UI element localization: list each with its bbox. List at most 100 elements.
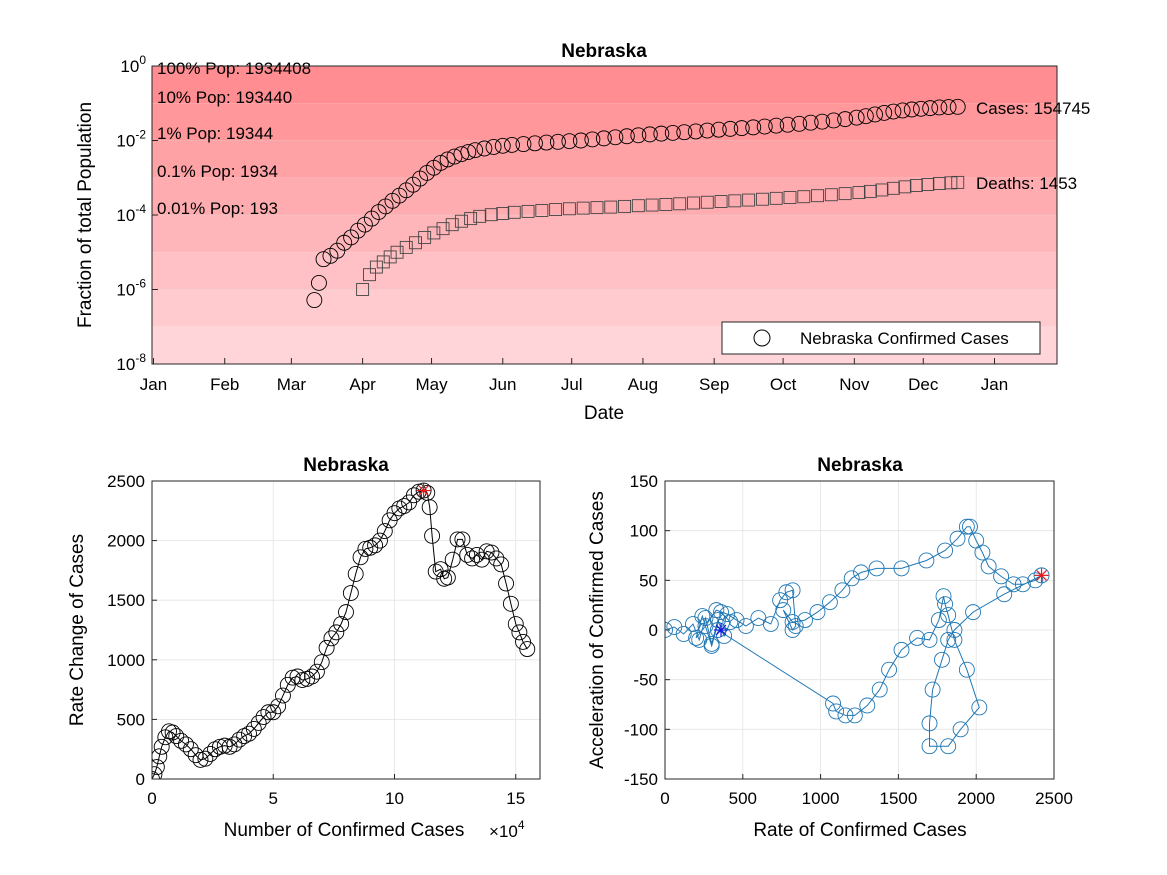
data-point — [342, 585, 359, 601]
latest-point-star — [416, 483, 431, 498]
data-point — [410, 483, 427, 500]
data-point — [918, 552, 935, 569]
data-point — [241, 725, 257, 742]
deaths-point — [427, 226, 441, 240]
cases-point — [756, 118, 773, 135]
data-point — [323, 630, 340, 647]
legend-marker — [753, 329, 771, 347]
top-xtick-label: May — [415, 375, 448, 394]
ytick-label: 500 — [117, 710, 145, 729]
deaths-point — [562, 202, 576, 216]
cases-point — [653, 125, 670, 142]
data-point — [971, 699, 988, 716]
data-point — [153, 738, 170, 755]
xtick-label: 2000 — [957, 789, 995, 808]
cases-point — [825, 112, 842, 129]
data-point — [270, 698, 287, 715]
data-point — [357, 540, 374, 557]
deaths-point — [590, 201, 604, 215]
data-point — [787, 618, 804, 634]
population-band-labels: 100% Pop: 1934408 10% Pop: 193440 1% Pop… — [157, 59, 311, 218]
data-point — [164, 724, 181, 741]
data-point — [347, 566, 364, 582]
cases-point — [894, 102, 911, 119]
data-point — [675, 626, 692, 642]
deaths-point — [645, 198, 659, 212]
data-point — [797, 612, 813, 629]
data-point — [333, 616, 350, 632]
deaths-point — [886, 181, 900, 195]
cases-point — [595, 130, 612, 147]
deaths-point — [714, 195, 728, 208]
data-point — [825, 695, 841, 712]
cases-point — [515, 136, 532, 153]
cases-point — [630, 127, 647, 144]
data-point — [881, 661, 898, 678]
deaths-point — [673, 197, 687, 211]
cases-point — [791, 115, 808, 132]
data-point — [372, 532, 388, 549]
bl-ticks: 0 5 10 15 0 500 1000 1500 2000 2500 — [107, 472, 525, 808]
data-point — [935, 588, 952, 605]
br-xlabel: Rate of Confirmed Cases — [753, 820, 966, 841]
deaths-point — [852, 186, 866, 200]
xtick-label: 15 — [506, 789, 525, 808]
xtick-label: 500 — [729, 789, 757, 808]
cases-point — [949, 98, 966, 115]
data-point — [338, 604, 354, 621]
data-point — [454, 531, 471, 548]
data-point — [728, 612, 745, 629]
data-point — [415, 482, 432, 499]
deaths-point — [909, 179, 923, 192]
deaths-point — [631, 199, 645, 213]
ytick-label: -150 — [624, 770, 658, 789]
data-point — [367, 537, 384, 554]
ytick-label: 0 — [136, 770, 145, 789]
cases-point — [494, 137, 511, 154]
data-point — [893, 641, 910, 658]
data-point — [502, 595, 519, 612]
data-point — [837, 707, 854, 724]
br-axes-box — [664, 480, 1055, 780]
pop-label-10: 10% Pop: 193440 — [157, 88, 292, 107]
cases-point — [710, 121, 727, 138]
data-point — [192, 751, 209, 768]
deaths-point — [376, 255, 390, 269]
data-point — [958, 518, 975, 535]
deaths-point — [618, 199, 632, 213]
deaths-point — [464, 212, 478, 226]
data-point — [974, 544, 991, 561]
xtick-label: 0 — [147, 789, 156, 808]
data-point — [493, 556, 510, 573]
data-point — [937, 596, 954, 613]
data-point — [216, 737, 233, 754]
top-ytick-label: 10-6 — [116, 277, 146, 300]
deaths-point — [700, 195, 714, 209]
data-point — [871, 681, 888, 698]
deaths-point — [576, 201, 590, 215]
data-point — [449, 531, 466, 548]
data-point — [313, 654, 330, 671]
top-xtick-label: Jun — [489, 375, 516, 394]
ytick-label: 2000 — [107, 532, 145, 551]
data-point — [946, 631, 963, 648]
data-point — [893, 560, 910, 577]
data-point — [930, 612, 947, 629]
population-band — [152, 140, 1057, 178]
data-point — [821, 594, 838, 611]
deaths-point — [944, 176, 958, 190]
data-point — [289, 668, 306, 685]
data-point — [934, 651, 950, 668]
deaths-point — [521, 204, 535, 218]
data-point — [464, 550, 481, 567]
population-bands — [152, 66, 1057, 364]
deaths-point — [369, 260, 383, 274]
data-point — [328, 624, 345, 641]
data-point — [318, 639, 335, 656]
data-point — [376, 523, 393, 540]
data-point — [909, 629, 926, 646]
cases-point — [356, 216, 373, 233]
